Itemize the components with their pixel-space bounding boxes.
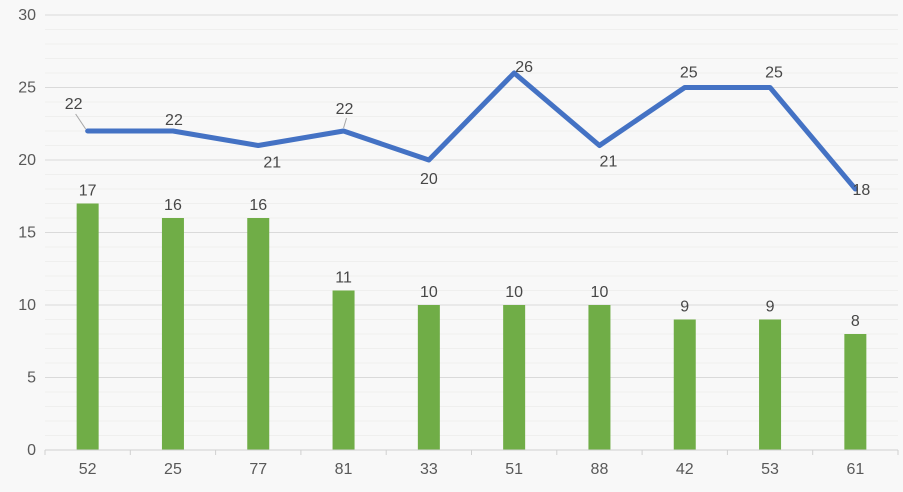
line-data-label: 18 [852, 182, 870, 199]
y-axis-tick-label: 20 [18, 152, 36, 169]
x-axis-category-label: 53 [761, 461, 779, 478]
bar-data-label: 9 [766, 299, 775, 316]
bar-data-label: 10 [591, 284, 609, 301]
bar [673, 319, 696, 450]
y-axis-tick-label: 5 [27, 370, 36, 387]
bar [503, 305, 526, 450]
x-axis-category-label: 61 [846, 461, 864, 478]
y-axis-tick-label: 0 [27, 442, 36, 459]
bar-data-label: 16 [164, 197, 182, 214]
line-data-label: 26 [515, 59, 533, 76]
y-axis-tick-label: 30 [18, 7, 36, 24]
line-data-label: 25 [680, 65, 698, 82]
bar-data-label: 10 [420, 284, 438, 301]
x-axis-category-label: 42 [676, 461, 694, 478]
label-leader-line [343, 117, 348, 129]
x-axis-category-label: 51 [505, 461, 523, 478]
x-axis-category-label: 88 [591, 461, 609, 478]
y-axis-tick-label: 15 [18, 225, 36, 242]
bar-data-label: 11 [335, 270, 352, 287]
x-axis-category-label: 33 [420, 461, 438, 478]
bar [332, 290, 355, 450]
y-axis-tick-label: 10 [18, 297, 36, 314]
bar-data-label: 10 [505, 284, 523, 301]
line-data-label: 25 [765, 65, 783, 82]
line-series [85, 70, 858, 192]
bar [844, 334, 867, 450]
bar [588, 305, 611, 450]
label-leader-line [75, 113, 87, 130]
line-data-label: 20 [420, 171, 438, 188]
bar-data-label: 8 [851, 313, 860, 330]
bar [759, 319, 782, 450]
x-axis-category-label: 81 [335, 461, 353, 478]
bar [417, 305, 440, 450]
x-axis-category-label: 52 [79, 461, 97, 478]
bar-data-label: 9 [680, 299, 689, 316]
bar-data-label: 16 [249, 197, 267, 214]
line-data-label: 21 [263, 155, 281, 172]
bar-data-label: 17 [79, 183, 97, 200]
x-axis-category-label: 25 [164, 461, 182, 478]
bar [161, 218, 184, 450]
line-data-label: 22 [165, 112, 183, 129]
line-data-label: 21 [600, 154, 618, 171]
line-data-label: 22 [65, 96, 83, 113]
line-data-label: 22 [336, 101, 354, 118]
y-axis-tick-label: 25 [18, 80, 36, 97]
bar [247, 218, 270, 450]
bar [76, 203, 99, 450]
x-axis-category-label: 77 [249, 461, 267, 478]
